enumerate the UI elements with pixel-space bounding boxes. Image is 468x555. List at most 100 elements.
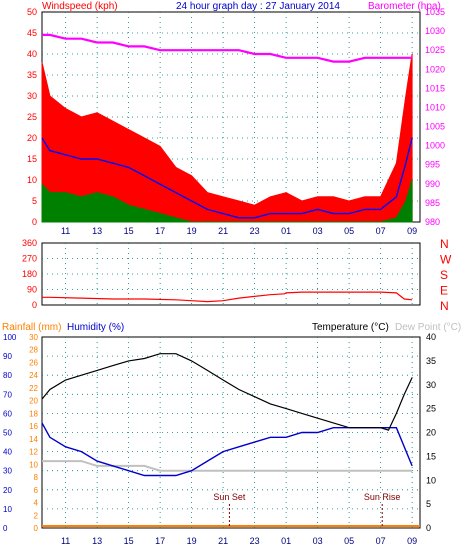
rain-tick-label: 20: [29, 397, 38, 406]
humidity-tick-label: 10: [3, 505, 12, 514]
panel-frame: [41, 242, 421, 306]
windspeed-tick-label: 20: [27, 133, 37, 143]
x-tick-label: 05: [344, 536, 354, 546]
temperature-tick-label: 0: [426, 523, 431, 533]
rain-tick-label: 18: [29, 409, 38, 418]
compass-label: S: [440, 268, 448, 282]
rain-tick-label: 0: [34, 524, 39, 533]
windspeed-tick-label: 15: [27, 154, 37, 164]
rainfall-title: Rainfall (mm): [2, 322, 61, 333]
x-tick-label: 11: [61, 536, 70, 546]
humidity-tick-label: 90: [3, 352, 12, 361]
humidity-tick-label: 30: [3, 467, 12, 476]
x-tick-label: 23: [250, 536, 260, 546]
barometer-tick-label: 985: [425, 198, 440, 208]
barometer-series: [42, 33, 413, 63]
x-tick-label: 13: [92, 536, 102, 546]
average-series: [41, 137, 413, 219]
windspeed-tick-label: 35: [27, 70, 37, 80]
x-tick-label: 15: [124, 226, 134, 236]
rain-tick-label: 6: [34, 486, 39, 495]
x-tick-label: 09: [407, 536, 417, 546]
x-tick-label: 07: [376, 536, 386, 546]
compass-label: N: [440, 299, 449, 313]
rain-tick-label: 4: [34, 499, 39, 508]
windspeed-title: Windspeed (kph): [42, 1, 118, 12]
direction-tick-label: 270: [22, 254, 37, 264]
rain-tick-label: 2: [34, 511, 39, 520]
temperature-tick-label: 35: [426, 356, 436, 366]
x-tick-label: 17: [155, 226, 165, 236]
direction-tick-label: 90: [27, 285, 37, 295]
humidity-title: Humidity (%): [67, 322, 124, 333]
rain-tick-label: 10: [29, 460, 38, 469]
windspeed-tick-label: 40: [27, 49, 37, 59]
temperature-tick-label: 25: [426, 404, 436, 414]
x-tick-label: 15: [124, 536, 134, 546]
gust-series: [41, 53, 413, 223]
compass-label: N: [440, 237, 449, 251]
humidity-tick-label: 100: [3, 333, 17, 342]
rain-tick-label: 26: [29, 358, 38, 367]
barometer-title: Barometer (hpa): [368, 1, 441, 12]
x-tick-label: 21: [218, 226, 228, 236]
windspeed-tick-label: 10: [27, 175, 37, 185]
x-tick-label: 07: [376, 226, 386, 236]
windspeed-tick-label: 45: [27, 28, 37, 38]
x-tick-label: 21: [218, 536, 228, 546]
x-tick-label: 19: [187, 226, 197, 236]
windspeed-tick-label: 30: [27, 91, 37, 101]
barometer-tick-label: 1000: [425, 141, 445, 151]
barometer-tick-label: 990: [425, 179, 440, 189]
rain-tick-label: 30: [29, 333, 38, 342]
rain-tick-label: 12: [29, 448, 38, 457]
windspeed-tick-label: 5: [32, 196, 37, 206]
humidity-tick-label: 60: [3, 409, 12, 418]
low-series: [41, 179, 413, 223]
direction-tick-label: 360: [22, 238, 37, 248]
temperature-tick-label: 5: [426, 499, 431, 509]
barometer-tick-label: 1025: [425, 45, 445, 55]
sunrise-label: Sun Rise: [364, 492, 401, 502]
barometer-tick-label: 1020: [425, 64, 445, 74]
humidity-tick-label: 70: [3, 390, 12, 399]
chart-title: 24 hour graph day : 27 January 2014: [176, 1, 340, 12]
rain-tick-label: 28: [29, 346, 38, 355]
humidity-tick-label: 40: [3, 448, 12, 457]
barometer-tick-label: 980: [425, 217, 440, 227]
barometer-tick-label: 1005: [425, 122, 445, 132]
compass-label: W: [440, 253, 452, 267]
rain-tick-label: 14: [29, 435, 38, 444]
direction-series: [42, 291, 413, 303]
x-tick-label: 19: [187, 536, 197, 546]
temperature-tick-label: 30: [426, 380, 436, 390]
temperature-tick-label: 15: [426, 451, 436, 461]
windspeed-tick-label: 50: [27, 7, 37, 17]
barometer-tick-label: 995: [425, 160, 440, 170]
x-tick-label: 23: [250, 226, 260, 236]
rain-tick-label: 24: [29, 371, 38, 380]
x-tick-label: 01: [281, 226, 291, 236]
windspeed-tick-label: 0: [32, 217, 37, 227]
rain-tick-label: 22: [29, 384, 38, 393]
x-tick-label: 03: [313, 226, 323, 236]
humidity-tick-label: 0: [3, 524, 8, 533]
x-tick-label: 05: [344, 226, 354, 236]
x-tick-label: 09: [407, 226, 417, 236]
barometer-tick-label: 1015: [425, 83, 445, 93]
barometer-tick-label: 1030: [425, 26, 445, 36]
x-tick-label: 13: [92, 226, 102, 236]
rain-tick-label: 16: [29, 422, 38, 431]
x-tick-label: 11: [61, 226, 70, 236]
x-tick-label: 03: [313, 536, 323, 546]
windspeed-tick-label: 25: [27, 112, 37, 122]
temperature-tick-label: 20: [426, 428, 436, 438]
temperature-tick-label: 40: [426, 332, 436, 342]
dewpoint-title: Dew Point (°C): [395, 322, 461, 333]
x-tick-label: 01: [281, 536, 291, 546]
humidity-tick-label: 80: [3, 371, 12, 380]
direction-tick-label: 0: [32, 300, 37, 310]
rain-tick-label: 8: [34, 473, 39, 482]
direction-tick-label: 180: [22, 269, 37, 279]
